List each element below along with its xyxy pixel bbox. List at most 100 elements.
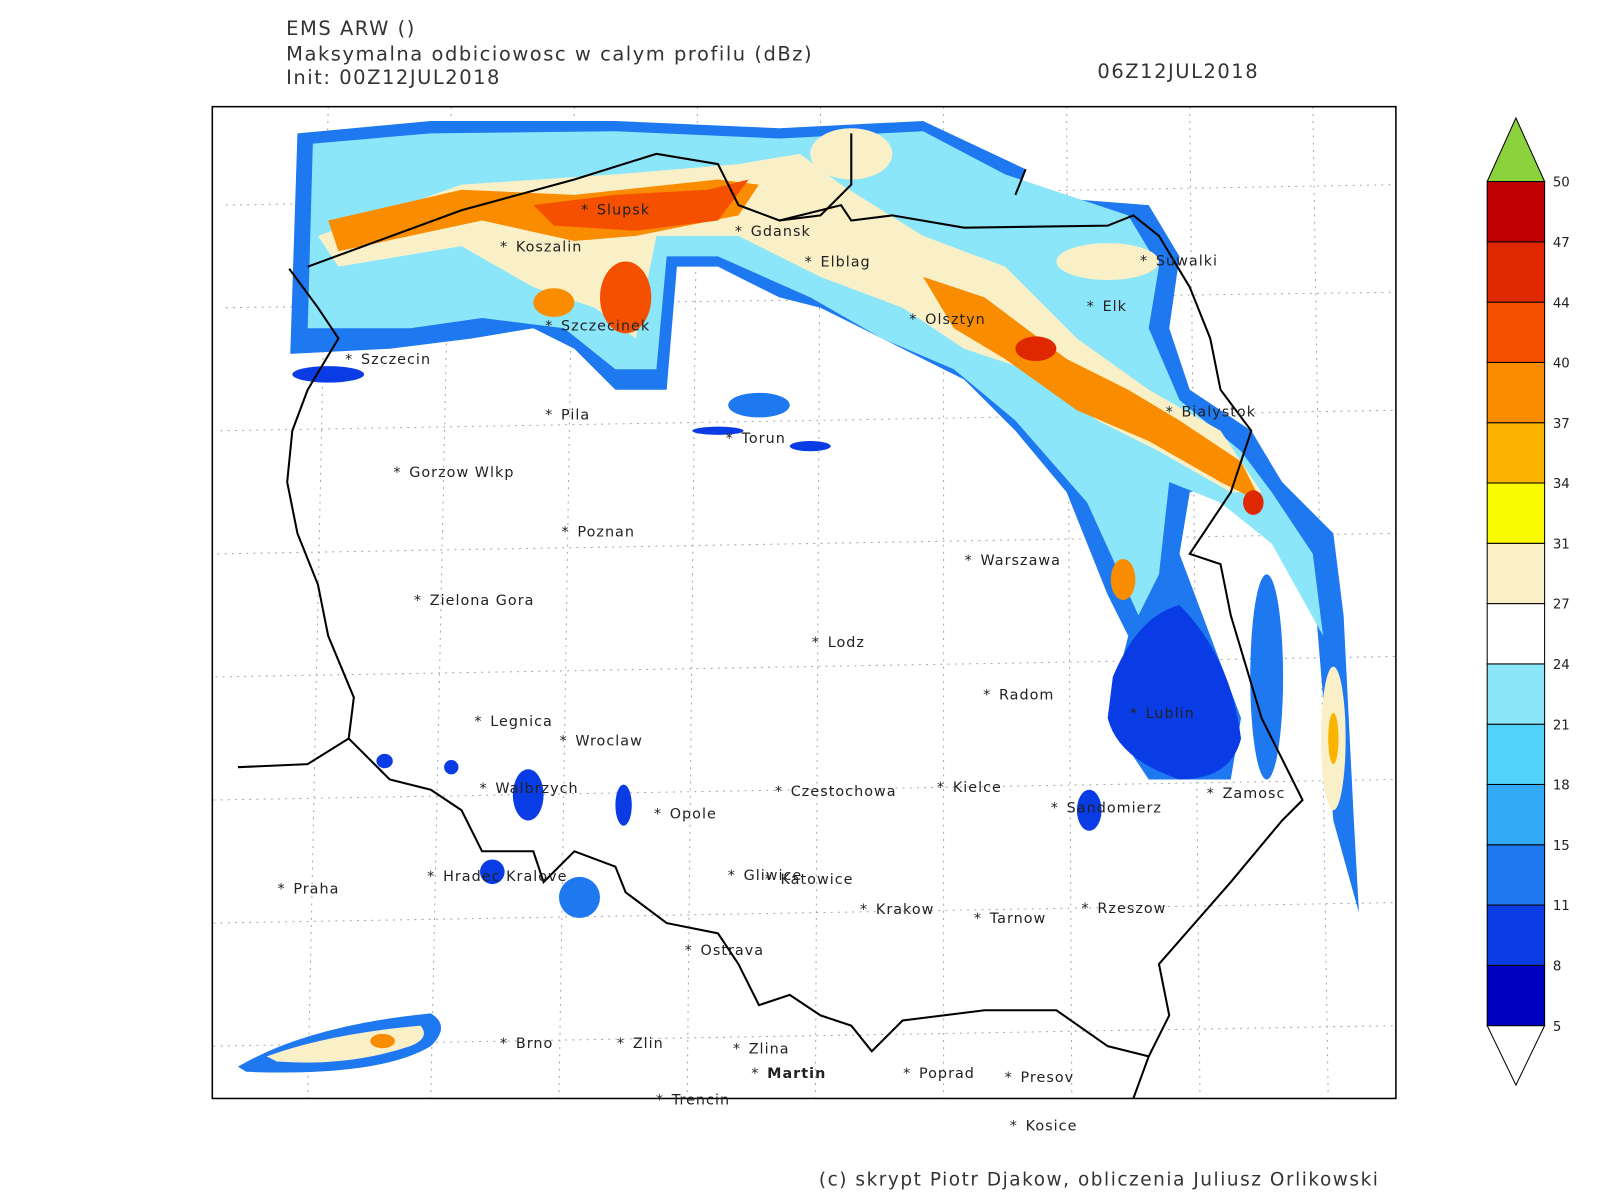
city-marker: *	[656, 1093, 663, 1109]
city-marker: *	[1082, 901, 1089, 917]
borders	[237, 133, 1304, 1099]
city-marker: *	[909, 312, 916, 328]
city-marker: *	[393, 465, 400, 481]
city-labels: * Slupsk * Koszalin * Gdansk * Elblag * Suwalki * E…	[277, 202, 1286, 1134]
city-label: Szczecin	[361, 352, 431, 368]
colorbar-under	[1486, 1025, 1546, 1087]
model-title: EMS ARW ()	[286, 17, 416, 40]
city-marker: *	[733, 1041, 740, 1057]
city-marker: *	[860, 902, 867, 918]
map-frame	[211, 105, 1397, 1100]
city-label: Warszawa	[981, 553, 1061, 569]
city-label: Slupsk	[597, 202, 650, 218]
city-label: Opole	[670, 806, 717, 822]
city-label: Elblag	[821, 255, 871, 271]
colorbar-label: 47	[1553, 236, 1570, 251]
city-marker: *	[685, 943, 692, 959]
city-label: Rzeszow	[1097, 901, 1166, 917]
city-marker: *	[617, 1036, 624, 1052]
map: * Slupsk * Koszalin * Gdansk * Elblag * Suwalki * E…	[211, 105, 1397, 1134]
colorbar-label: 18	[1553, 779, 1570, 794]
colorbar-over	[1486, 116, 1546, 183]
colorbar-box	[1486, 241, 1546, 303]
reflectivity-field	[237, 121, 1359, 1073]
city-label: Lodz	[828, 635, 865, 651]
city-label: Gliwice	[744, 868, 803, 884]
colorbar-label: 8	[1553, 959, 1561, 974]
colorbar-box	[1486, 844, 1546, 906]
city-marker: *	[735, 224, 742, 240]
city-label: Tarnow	[989, 911, 1047, 927]
city-label: Pila	[561, 407, 590, 423]
city-marker: *	[479, 781, 486, 797]
city-marker: *	[545, 318, 552, 334]
colorbar-label: 27	[1553, 598, 1570, 613]
city-marker: *	[559, 734, 566, 750]
city-label: Presov	[1021, 1070, 1075, 1086]
city-label: Gorzow Wlkp	[409, 465, 514, 481]
city-marker: *	[775, 784, 782, 800]
city-label: Suwalki	[1156, 254, 1218, 270]
colorbar-label: 50	[1553, 176, 1570, 191]
city-label: Zlina	[749, 1041, 790, 1057]
city-marker: *	[751, 1066, 758, 1082]
city-label: Praha	[293, 881, 339, 897]
colorbar-box	[1486, 482, 1546, 544]
city-label: Trencin	[671, 1093, 730, 1109]
city-marker: *	[1010, 1118, 1017, 1134]
colorbar-box	[1486, 964, 1546, 1027]
city-marker: *	[1005, 1070, 1012, 1086]
init-time: Init: 00Z12JUL2018	[286, 66, 501, 89]
city-marker: *	[562, 524, 569, 540]
city-marker: *	[728, 868, 735, 884]
city-label: Szczecinek	[561, 318, 650, 334]
city-label: Sandomierz	[1067, 800, 1162, 816]
city-label: Czestochowa	[791, 784, 897, 800]
colorbar-label: 44	[1553, 296, 1570, 311]
colorbar-label: 11	[1553, 899, 1570, 914]
city-marker: *	[277, 881, 284, 897]
city-marker: *	[345, 352, 352, 368]
city-marker: *	[500, 1036, 507, 1052]
city-label: Lublin	[1146, 706, 1195, 722]
city-marker: *	[765, 872, 772, 888]
city-label: Katowice	[781, 872, 854, 888]
city-marker: *	[1166, 404, 1173, 420]
colorbar-label: 31	[1553, 537, 1570, 552]
city-label: Torun	[741, 431, 786, 447]
city-label: Bialystok	[1182, 404, 1257, 420]
city-label: Ostrava	[701, 943, 765, 959]
city-marker: *	[1130, 706, 1137, 722]
city-label: Brno	[516, 1036, 553, 1052]
colorbar-box	[1486, 663, 1546, 725]
city-marker: *	[500, 239, 507, 255]
city-label: Koszalin	[516, 239, 583, 255]
colorbar-box	[1486, 181, 1546, 243]
colorbar-box	[1486, 422, 1546, 484]
city-label: Kielce	[953, 780, 1002, 796]
city-marker: *	[427, 869, 434, 885]
valid-time: 06Z12JUL2018	[1097, 60, 1259, 83]
city-label: Hradec Kralove	[443, 869, 567, 885]
city-marker: *	[726, 431, 733, 447]
city-label: Elk	[1103, 299, 1127, 315]
colorbar-box	[1486, 723, 1546, 785]
city-marker: *	[965, 553, 972, 569]
colorbar-box	[1486, 783, 1546, 846]
city-marker: *	[1140, 254, 1147, 270]
city-marker: *	[1051, 800, 1058, 816]
city-label: Walbrzych	[495, 781, 578, 797]
colorbar-box	[1486, 542, 1546, 605]
city-marker: *	[545, 407, 552, 423]
city-label: Martin	[767, 1066, 826, 1082]
city-marker: *	[414, 593, 421, 609]
city-label: Poznan	[577, 524, 635, 540]
colorbar: 5 8 11 15 18 21 24 27 31 34 37 40 44 47 50	[1486, 116, 1570, 1087]
city-label: Zamosc	[1223, 786, 1286, 802]
colorbar-label: 37	[1553, 417, 1570, 432]
city-label: Zielona Gora	[430, 593, 535, 609]
city-label: Wroclaw	[575, 734, 642, 750]
city-marker: *	[474, 714, 481, 730]
city-marker: *	[937, 780, 944, 796]
field-title: Maksymalna odbiciowosc w calym profilu (…	[286, 43, 813, 66]
